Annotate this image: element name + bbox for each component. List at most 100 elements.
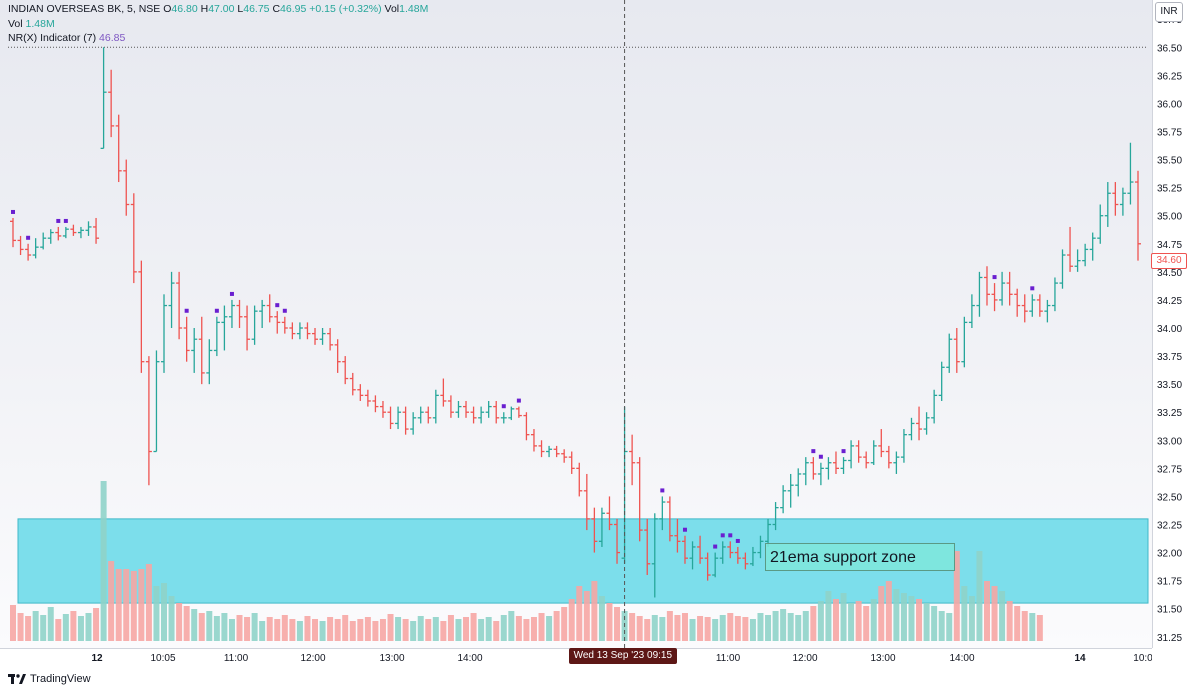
volume-bar: [546, 616, 553, 641]
volume-bar: [780, 609, 787, 641]
volume-study-value: 1.48M: [25, 18, 55, 30]
legend-symbol-row: INDIAN OVERSEAS BK, 5, NSE O46.80 H47.00…: [8, 3, 428, 16]
volume-bar: [931, 606, 938, 641]
legend-low-value: 46.75: [243, 3, 270, 15]
legend-indicator-row[interactable]: NR(X) Indicator (7) 46.85: [8, 32, 125, 45]
nr-marker: [1030, 286, 1035, 291]
volume-bar: [115, 569, 122, 641]
volume-bar: [734, 616, 741, 641]
volume-bar: [508, 611, 515, 641]
volume-bar: [938, 611, 945, 641]
legend-volume-row[interactable]: Vol 1.48M: [8, 18, 55, 31]
legend-high-value: 47.00: [208, 3, 235, 15]
support-zone-annotation[interactable]: 21ema support zone: [765, 543, 955, 571]
volume-bar: [304, 616, 311, 641]
tradingview-watermark[interactable]: TradingView: [8, 673, 91, 685]
volume-bar: [900, 593, 907, 641]
time-axis-tick: 14: [1074, 653, 1086, 664]
price-axis-tick: 35.75: [1157, 128, 1182, 139]
volume-bar: [274, 619, 281, 641]
volume-bar: [266, 617, 273, 641]
nr-marker: [56, 218, 61, 223]
volume-bar: [191, 609, 198, 641]
volume-bar: [1029, 613, 1036, 641]
price-axis-tick: 31.75: [1157, 577, 1182, 588]
legend-close-label: C: [272, 3, 281, 15]
volume-bar: [863, 606, 870, 641]
legend-open-value: 46.80: [171, 3, 198, 15]
volume-bar: [704, 617, 711, 641]
nr-marker: [282, 308, 287, 313]
price-axis-tick: 31.25: [1157, 633, 1182, 644]
currency-button[interactable]: INR: [1155, 2, 1183, 22]
volume-bar: [976, 551, 983, 641]
volume-bar: [198, 613, 205, 641]
price-axis-tick: 33.25: [1157, 408, 1182, 419]
volume-bar: [296, 621, 303, 641]
volume-bar: [787, 613, 794, 641]
time-axis-tick: 12: [91, 653, 103, 664]
volume-bar: [591, 581, 598, 641]
volume-bar: [523, 619, 530, 641]
volume-bar: [93, 608, 100, 641]
legend-close-value: 46.95: [280, 3, 307, 15]
volume-bar: [636, 616, 643, 641]
volume-bar: [515, 616, 522, 641]
volume-bar: [802, 611, 809, 641]
volume-bar: [742, 617, 749, 641]
volume-bar: [357, 619, 364, 641]
volume-bar: [221, 613, 228, 641]
volume-bar: [168, 596, 175, 641]
volume-bar: [765, 615, 772, 641]
volume-bar: [478, 619, 485, 641]
volume-bar: [55, 619, 62, 641]
volume-bar: [281, 615, 288, 641]
volume-bar: [946, 613, 953, 641]
volume-bar: [77, 616, 84, 641]
volume-bar: [983, 581, 990, 641]
volume-bar: [259, 621, 266, 641]
volume-bar: [568, 599, 575, 641]
volume-bar: [629, 613, 636, 641]
nr-marker: [720, 533, 725, 538]
volume-bar: [455, 619, 462, 641]
volume-bar: [916, 599, 923, 641]
volume-bar: [659, 617, 666, 641]
time-axis-tick: 12:00: [300, 653, 325, 664]
volume-bar: [697, 616, 704, 641]
chart-plot-area[interactable]: [0, 0, 1152, 648]
volume-bar: [312, 619, 319, 641]
price-axis-tick: 34.00: [1157, 324, 1182, 335]
volume-bar: [681, 613, 688, 641]
price-axis[interactable]: 36.7536.5036.2536.0035.7535.5035.2535.00…: [1152, 0, 1200, 648]
nr-marker: [728, 533, 733, 538]
price-axis-tick: 31.50: [1157, 605, 1182, 616]
price-axis-tick: 36.00: [1157, 99, 1182, 110]
volume-bar: [606, 603, 613, 641]
price-axis-tick: 35.00: [1157, 212, 1182, 223]
price-axis-tick: 32.50: [1157, 492, 1182, 503]
volume-bar: [1014, 606, 1021, 641]
volume-bar: [727, 613, 734, 641]
volume-bar: [85, 613, 92, 641]
volume-bar: [991, 586, 998, 641]
volume-bar: [848, 603, 855, 641]
legend-low-label: L: [237, 3, 244, 15]
price-axis-tick: 34.25: [1157, 296, 1182, 307]
nr-marker: [713, 544, 718, 549]
nr-marker: [841, 449, 846, 454]
volume-bar: [561, 607, 568, 641]
volume-bar: [10, 605, 16, 641]
volume-bar: [1006, 601, 1013, 641]
volume-bar: [583, 591, 590, 641]
volume-bar: [999, 591, 1006, 641]
nr-marker: [682, 527, 687, 532]
volume-bar: [530, 617, 537, 641]
time-axis-tick: 14:00: [949, 653, 974, 664]
price-chart[interactable]: [0, 0, 1152, 648]
nr-marker: [818, 454, 823, 459]
volume-bar: [100, 481, 107, 641]
volume-bar: [908, 596, 915, 641]
volume-bar: [689, 619, 696, 641]
price-axis-tick: 33.75: [1157, 352, 1182, 363]
